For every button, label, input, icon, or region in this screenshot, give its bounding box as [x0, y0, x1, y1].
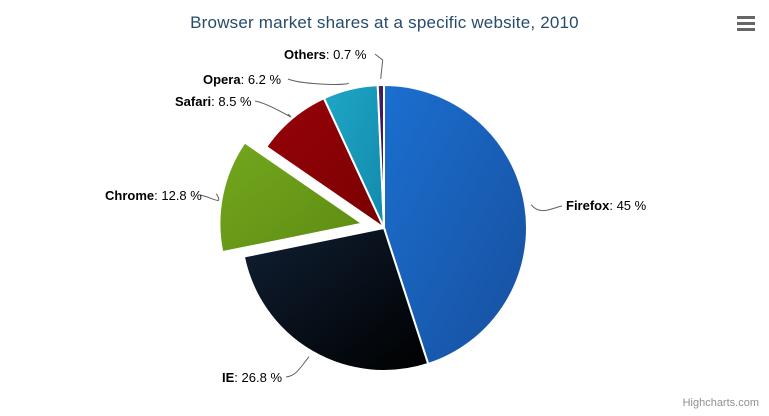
data-label-firefox-sep: :	[609, 198, 617, 213]
connector-line	[199, 193, 220, 202]
connector-line	[287, 78, 350, 85]
data-label-others-value: 0.7 %	[333, 47, 367, 62]
connector-line	[374, 53, 384, 80]
data-label-firefox-value: 45 %	[616, 198, 647, 213]
data-label-safari-sep: :	[211, 94, 219, 109]
connector-line	[530, 204, 563, 212]
data-label-ie: IE: 26.8 %	[222, 371, 282, 385]
data-label-others-name: Others	[284, 47, 326, 62]
pie-slices-group	[218, 83, 528, 372]
data-label-firefox: Firefox: 45 %	[566, 199, 646, 213]
data-label-chrome-sep: :	[154, 188, 162, 203]
connector-line	[254, 100, 292, 118]
data-label-safari-name: Safari	[175, 94, 212, 109]
data-label-opera-sep: :	[240, 72, 248, 87]
pie-slice-chrome[interactable]	[218, 141, 365, 254]
pie-slice-firefox[interactable]	[383, 83, 528, 366]
data-label-chrome: Chrome: 12.8 %	[105, 189, 202, 203]
data-label-others-sep: :	[325, 47, 334, 62]
pie-slice-others[interactable]	[376, 83, 385, 229]
hamburger-bar-2	[737, 22, 755, 25]
data-label-chrome-value: 12.8 %	[161, 188, 202, 203]
data-label-ie-value: 26.8 %	[241, 370, 283, 385]
label-connector-lines	[199, 53, 563, 378]
data-label-opera-name: Opera	[203, 72, 241, 87]
hamburger-bar-3	[737, 28, 755, 31]
highcharts-credits-link[interactable]: Highcharts.com	[682, 397, 759, 409]
data-label-ie-name: IE	[222, 370, 235, 385]
data-label-opera: Opera: 6.2 %	[203, 73, 281, 87]
data-label-safari-value: 8.5 %	[218, 94, 252, 109]
connector-line	[285, 356, 310, 378]
pie-slice-ie[interactable]	[242, 226, 430, 372]
data-label-firefox-name: Firefox	[566, 198, 610, 213]
data-label-safari: Safari: 8.5 %	[175, 95, 252, 109]
data-label-others: Others: 0.7 %	[284, 48, 366, 62]
data-label-ie-sep: :	[234, 370, 242, 385]
data-label-opera-value: 6.2 %	[247, 72, 282, 87]
chart-title: Browser market shares at a specific webs…	[190, 13, 579, 32]
data-label-chrome-name: Chrome	[105, 188, 155, 203]
hamburger-bar-1	[737, 16, 755, 19]
hamburger-menu-icon[interactable]	[733, 10, 759, 34]
